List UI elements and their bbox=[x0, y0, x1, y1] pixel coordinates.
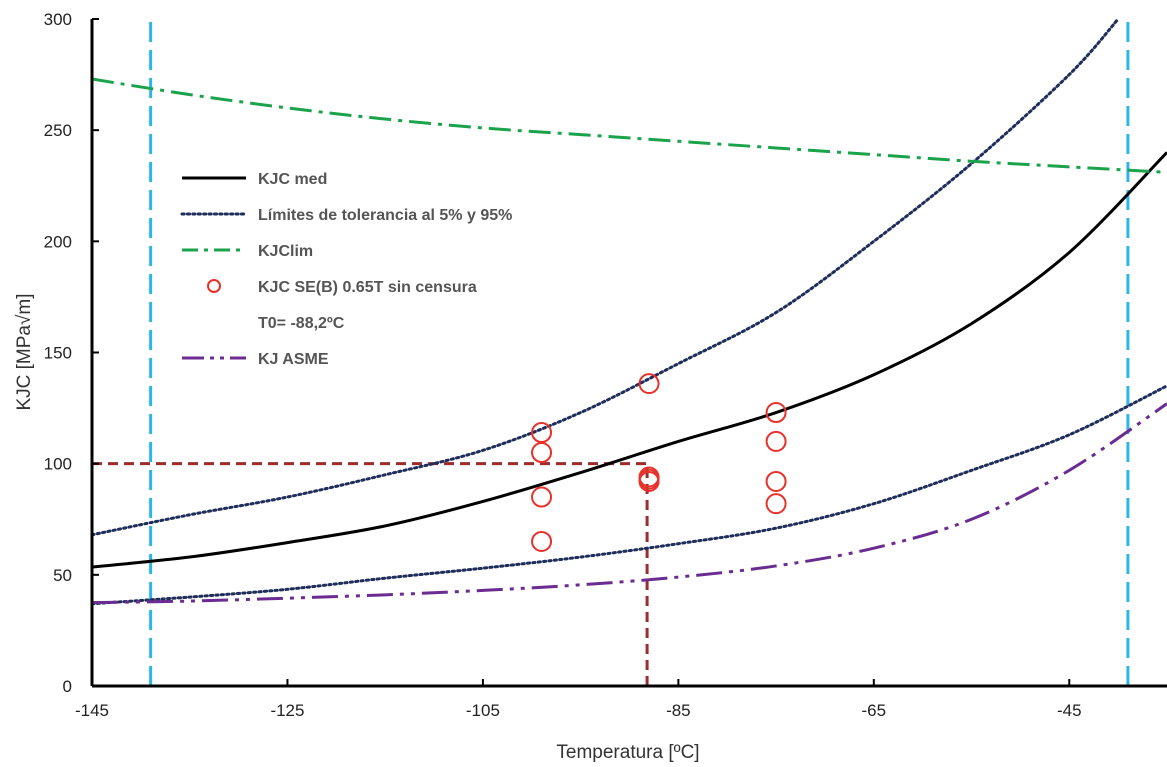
legend-label: KJC med bbox=[258, 171, 327, 188]
x-tick-label-3: -105 bbox=[466, 701, 500, 720]
data-point-4 bbox=[531, 530, 553, 552]
series-line-3 bbox=[92, 384, 1167, 606]
legend-label: Límites de tolerancia al 5% y 95% bbox=[258, 207, 512, 224]
y-tick-label-1: 0 bbox=[63, 677, 72, 696]
data-point-1 bbox=[531, 422, 553, 444]
legend-label: KJC SE(B) 0.65T sin censura bbox=[258, 279, 477, 296]
legend-entry-3: KJClim bbox=[182, 243, 313, 260]
y-axis-title: KJC [MPa√m] bbox=[14, 293, 35, 410]
y-tick-label-3: 100 bbox=[44, 455, 72, 474]
data-point-2 bbox=[531, 442, 553, 464]
data-point-12 bbox=[765, 493, 787, 515]
x-tick-label-4: -85 bbox=[666, 701, 691, 720]
data-point-11 bbox=[765, 470, 787, 492]
legend-entry-5: T0= -88,2ºC bbox=[258, 315, 345, 332]
x-tick-label-1: -145 bbox=[75, 701, 109, 720]
data-point-8 bbox=[638, 470, 660, 492]
series-line-2 bbox=[92, 17, 1120, 537]
axis-layer: 0 50 100 150 200 250 300 -145 -125 -105 -85 -65 -45 bbox=[44, 10, 1167, 720]
series-line-4 bbox=[92, 77, 1167, 174]
y-tick-label-7: 300 bbox=[44, 10, 72, 29]
data-point-5 bbox=[638, 373, 660, 395]
legend-entry-4: KJC SE(B) 0.65T sin censura bbox=[207, 279, 477, 296]
data-point-3 bbox=[531, 486, 553, 508]
y-tick-label-5: 200 bbox=[44, 232, 72, 251]
legend-marker bbox=[207, 279, 221, 293]
legend-label: T0= -88,2ºC bbox=[258, 315, 345, 332]
series-line-1 bbox=[92, 151, 1167, 569]
plot-area bbox=[92, 17, 1167, 686]
data-point-9 bbox=[765, 402, 787, 424]
x-tick-label-6: -45 bbox=[1057, 701, 1082, 720]
y-tick-label-6: 250 bbox=[44, 121, 72, 140]
legend-layer: KJC med Límites de tolerancia al 5% y 95%… bbox=[180, 171, 512, 368]
x-tick-label-2: -125 bbox=[270, 701, 304, 720]
x-axis-title: Temperatura [ºC] bbox=[556, 742, 699, 763]
data-point-10 bbox=[765, 430, 787, 452]
x-tick-label-5: -65 bbox=[862, 701, 887, 720]
y-tick-label-2: 50 bbox=[53, 566, 72, 585]
legend-label: KJClim bbox=[258, 243, 313, 260]
legend-label: KJ ASME bbox=[258, 351, 329, 368]
y-tick-label-4: 150 bbox=[44, 344, 72, 363]
plot-layer bbox=[92, 17, 1167, 686]
legend-entry-1: KJC med bbox=[182, 171, 327, 188]
series-line-5 bbox=[92, 402, 1167, 605]
legend-entry-6: KJ ASME bbox=[182, 351, 329, 368]
legend-entry-2: Límites de tolerancia al 5% y 95% bbox=[180, 207, 512, 224]
